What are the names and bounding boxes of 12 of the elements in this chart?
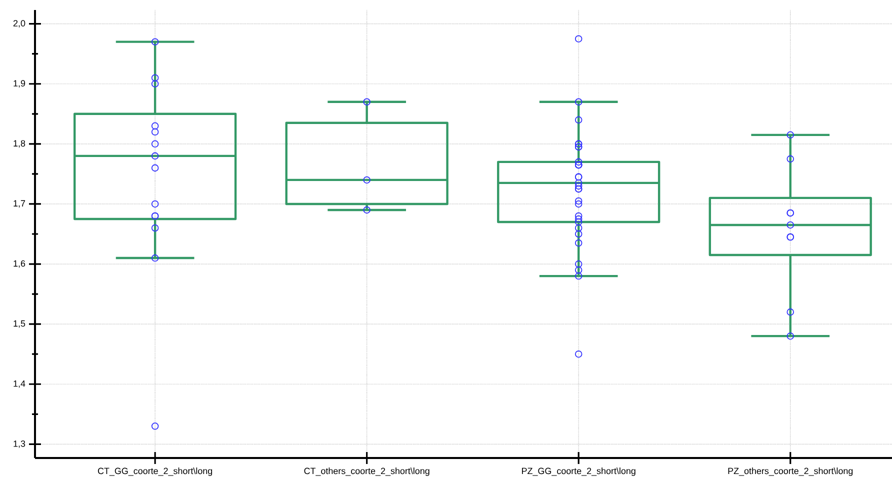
x-tick-label: CT_others_coorte_2_short\long bbox=[304, 468, 430, 476]
y-tick-label: 1,3 bbox=[14, 440, 26, 448]
y-tick-label: 2,0 bbox=[13, 20, 26, 28]
y-tick-label: 1,7 bbox=[14, 200, 26, 208]
y-tick-label: 1,9 bbox=[14, 80, 26, 88]
x-tick-label: PZ_others_coorte_2_short\long bbox=[728, 468, 853, 476]
x-tick-label: PZ_GG_coorte_2_short\long bbox=[522, 468, 636, 476]
y-tick-label: 1,5 bbox=[14, 320, 26, 328]
x-tick-label: CT_GG_coorte_2_short\long bbox=[98, 468, 212, 476]
y-tick-label: 1,8 bbox=[14, 140, 26, 148]
y-tick-label: 1,4 bbox=[14, 380, 26, 388]
y-tick-label: 1,6 bbox=[14, 260, 26, 268]
